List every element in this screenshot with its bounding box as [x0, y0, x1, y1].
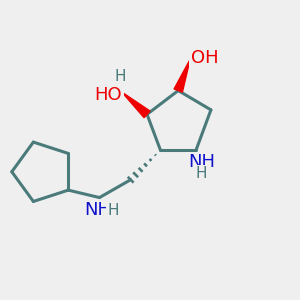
Polygon shape — [174, 59, 190, 92]
Text: NH: NH — [188, 154, 215, 172]
Text: H: H — [196, 166, 207, 181]
Text: HO: HO — [94, 86, 122, 104]
Text: H: H — [107, 202, 118, 217]
Text: OH: OH — [190, 49, 218, 67]
Text: H: H — [115, 69, 126, 84]
Text: NH: NH — [85, 201, 112, 219]
Polygon shape — [122, 92, 150, 118]
